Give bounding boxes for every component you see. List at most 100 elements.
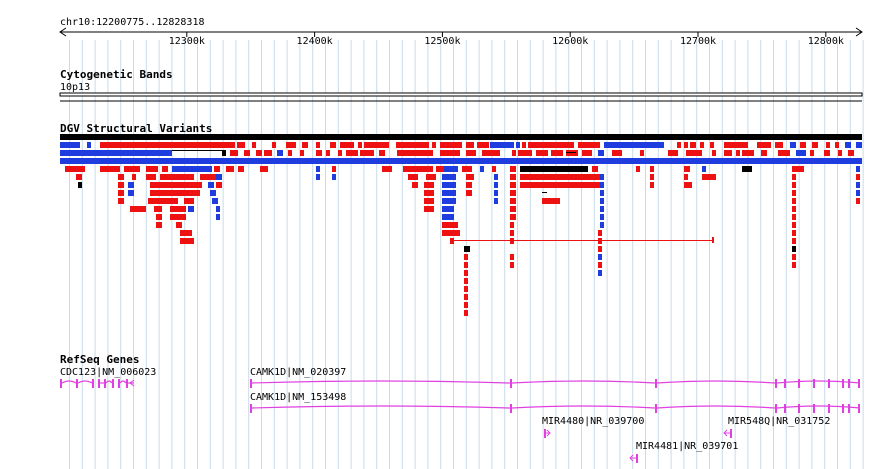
dgv-variant[interactable]: [154, 206, 162, 212]
dgv-variant[interactable]: [462, 166, 472, 172]
gene-exon[interactable]: [112, 379, 114, 388]
dgv-variant[interactable]: [338, 150, 342, 156]
dgv-variant[interactable]: [494, 174, 498, 180]
dgv-variant[interactable]: [442, 198, 456, 204]
gene-camk1d-nm153498[interactable]: CAMK1D|NM_153498: [250, 392, 861, 413]
dgv-variant[interactable]: [252, 142, 256, 148]
dgv-variant[interactable]: [598, 262, 602, 268]
gene-exon[interactable]: [848, 379, 850, 388]
dgv-variant[interactable]: [316, 174, 320, 180]
dgv-variant[interactable]: [536, 150, 548, 156]
dgv-variant[interactable]: [216, 182, 222, 188]
dgv-variant[interactable]: [712, 150, 716, 156]
dgv-variant[interactable]: [775, 142, 783, 148]
dgv-variant[interactable]: [835, 142, 839, 148]
dgv-variant[interactable]: [510, 166, 516, 172]
dgv-variant[interactable]: [578, 142, 600, 148]
dgv-variant[interactable]: [340, 142, 354, 148]
dgv-variant[interactable]: [87, 142, 91, 148]
gene-exon[interactable]: [858, 379, 860, 388]
dgv-variant[interactable]: [148, 198, 178, 204]
dgv-variant[interactable]: [510, 254, 514, 260]
dgv-variant[interactable]: [510, 230, 514, 236]
dgv-variant[interactable]: [790, 142, 796, 148]
dgv-variant[interactable]: [332, 166, 336, 172]
gene-exon[interactable]: [730, 429, 732, 438]
gene-exon[interactable]: [118, 379, 120, 388]
dgv-variant[interactable]: [761, 150, 767, 156]
dgv-variant[interactable]: [598, 230, 602, 236]
dgv-variant[interactable]: [520, 166, 588, 172]
gene-exon[interactable]: [250, 404, 252, 413]
dgv-variant[interactable]: [650, 166, 654, 172]
dgv-variant[interactable]: [792, 182, 796, 188]
dgv-variant[interactable]: [724, 150, 732, 156]
dgv-variant[interactable]: [466, 190, 472, 196]
gene-mir548q[interactable]: MIR548Q|NR_031752: [723, 416, 830, 438]
dgv-variant[interactable]: [522, 142, 526, 148]
dgv-variant[interactable]: [490, 142, 514, 148]
dgv-variant[interactable]: [480, 166, 484, 172]
dgv-variant[interactable]: [856, 182, 860, 188]
dgv-variant[interactable]: [812, 142, 818, 148]
gene-exon[interactable]: [798, 379, 800, 388]
dgv-variant[interactable]: [128, 190, 134, 196]
dgv-variant[interactable]: [277, 150, 283, 156]
dgv-variant[interactable]: [542, 198, 560, 204]
dgv-variant[interactable]: [222, 150, 226, 156]
dgv-variant[interactable]: [604, 142, 664, 148]
dgv-variant[interactable]: [792, 222, 796, 228]
dgv-variant[interactable]: [444, 166, 458, 172]
dgv-variant[interactable]: [396, 142, 429, 148]
dgv-variant[interactable]: [702, 174, 716, 180]
dgv-variant[interactable]: [710, 142, 714, 148]
dgv-variant[interactable]: [442, 174, 456, 180]
dgv-variant[interactable]: [442, 222, 458, 228]
dgv-variant[interactable]: [520, 182, 600, 188]
dgv-variant[interactable]: [132, 174, 136, 180]
dgv-variant[interactable]: [230, 150, 238, 156]
dgv-variant[interactable]: [668, 150, 678, 156]
dgv-variant[interactable]: [332, 174, 336, 180]
dgv-variant[interactable]: [162, 166, 168, 172]
gene-exon[interactable]: [76, 379, 78, 388]
dgv-variant[interactable]: [551, 150, 563, 156]
dgv-variant[interactable]: [612, 150, 622, 156]
cytoband-ideogram[interactable]: [59, 92, 863, 97]
dgv-variant[interactable]: [436, 166, 444, 172]
dgv-variant[interactable]: [464, 262, 468, 268]
dgv-variant[interactable]: [810, 150, 814, 156]
dgv-variant[interactable]: [118, 198, 124, 204]
dgv-variant[interactable]: [856, 198, 860, 204]
dgv-variant[interactable]: [736, 150, 740, 156]
dgv-variant[interactable]: [424, 198, 434, 204]
dgv-variant[interactable]: [358, 142, 362, 148]
dgv-variant[interactable]: [690, 142, 696, 148]
dgv-variant[interactable]: [600, 206, 604, 212]
dgv-variant[interactable]: [432, 142, 436, 148]
dgv-variant[interactable]: [684, 174, 688, 180]
gene-exon[interactable]: [784, 379, 786, 388]
dgv-variant[interactable]: [677, 142, 681, 148]
dgv-variant[interactable]: [128, 182, 134, 188]
dgv-variant[interactable]: [724, 142, 748, 148]
dgv-variant[interactable]: [796, 150, 806, 156]
dgv-variant[interactable]: [442, 230, 460, 236]
gene-exon[interactable]: [798, 404, 800, 413]
dgv-variant[interactable]: [494, 190, 498, 196]
dgv-variant[interactable]: [379, 150, 385, 156]
dgv-variant[interactable]: [856, 166, 860, 172]
dgv-variant[interactable]: [688, 182, 692, 188]
dgv-variant[interactable]: [520, 174, 600, 180]
dgv-variant[interactable]: [150, 190, 200, 196]
dgv-variant[interactable]: [286, 142, 296, 148]
dgv-variant[interactable]: [510, 190, 516, 196]
dgv-variant[interactable]: [440, 150, 460, 156]
gene-mir4481[interactable]: MIR4481|NR_039701: [629, 441, 738, 463]
dgv-variant[interactable]: [440, 142, 462, 148]
dgv-variant[interactable]: [78, 182, 82, 188]
gene-exon[interactable]: [784, 404, 786, 413]
dgv-variant[interactable]: [792, 246, 796, 252]
dgv-variant[interactable]: [214, 166, 220, 172]
gene-exon[interactable]: [848, 404, 850, 413]
